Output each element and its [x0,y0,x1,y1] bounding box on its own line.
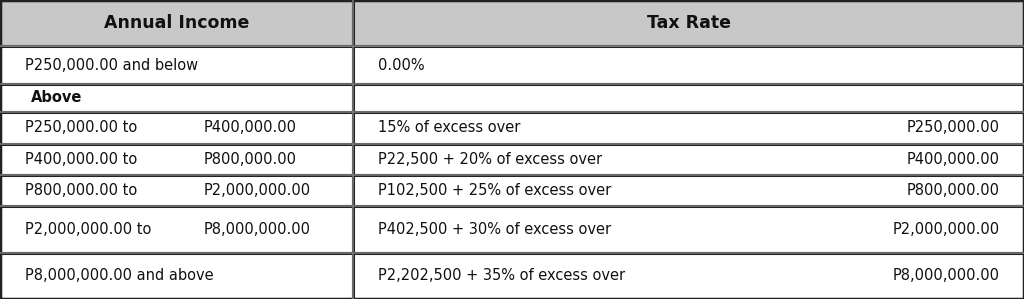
Bar [0,46,353,47]
Text: P800,000.00: P800,000.00 [906,183,999,198]
Text: P2,000,000.00: P2,000,000.00 [203,183,310,198]
Text: P22,500 + 20% of excess over: P22,500 + 20% of excess over [378,152,602,167]
Bar [353,46,1024,47]
Text: Above: Above [31,90,82,106]
Text: P8,000,000.00 and above: P8,000,000.00 and above [25,268,213,283]
Text: P102,500 + 25% of excess over: P102,500 + 25% of excess over [378,183,611,198]
Bar [0,253,353,299]
Text: P250,000.00: P250,000.00 [906,120,999,135]
Text: P400,000.00: P400,000.00 [906,152,999,167]
Bar [353,84,1024,112]
Text: P2,000,000.00 to: P2,000,000.00 to [25,222,151,237]
Text: P8,000,000.00: P8,000,000.00 [203,222,310,237]
Bar [353,175,1024,206]
Text: Tax Rate: Tax Rate [646,14,731,32]
Text: P402,500 + 30% of excess over: P402,500 + 30% of excess over [378,222,611,237]
Bar [353,46,1024,84]
Bar [0,112,353,144]
Text: P2,000,000.00: P2,000,000.00 [892,222,999,237]
Text: 15% of excess over: 15% of excess over [378,120,520,135]
Bar [353,0,1024,46]
Bar [0,175,353,206]
Text: P2,202,500 + 35% of excess over: P2,202,500 + 35% of excess over [378,268,625,283]
Bar [353,206,1024,253]
Text: P250,000.00 to: P250,000.00 to [25,120,137,135]
Text: P400,000.00: P400,000.00 [203,120,296,135]
Text: 0.00%: 0.00% [378,57,425,73]
Text: Annual Income: Annual Income [104,14,249,32]
Text: P8,000,000.00: P8,000,000.00 [893,268,999,283]
Bar [0,0,353,46]
Bar [0,206,353,253]
Bar [0,84,353,112]
Bar [353,253,1024,299]
Bar [353,144,1024,175]
Bar [353,112,1024,144]
Bar [0,46,353,84]
Text: P250,000.00 and below: P250,000.00 and below [25,57,198,73]
Text: P800,000.00: P800,000.00 [203,152,296,167]
Text: P800,000.00 to: P800,000.00 to [25,183,137,198]
Bar [0,144,353,175]
Text: P400,000.00 to: P400,000.00 to [25,152,137,167]
